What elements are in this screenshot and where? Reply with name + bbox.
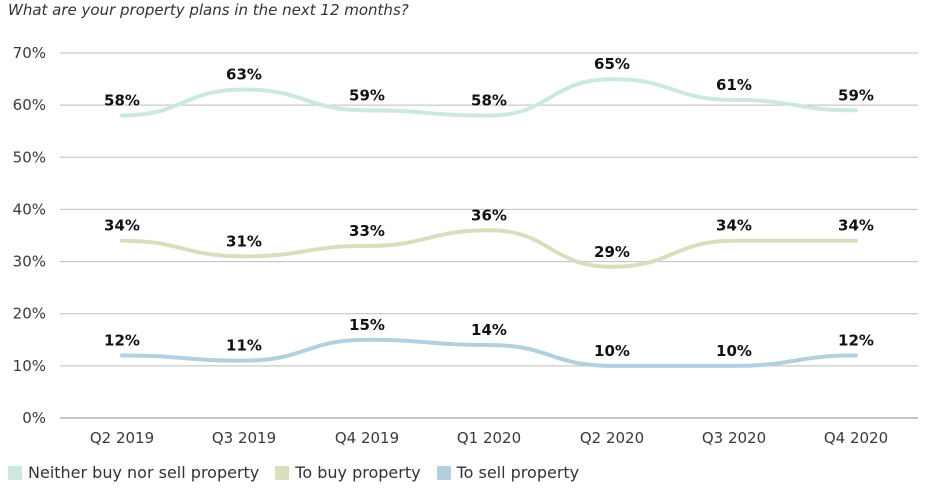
x-tick-label: Q4 2019 <box>335 429 399 447</box>
data-label: 34% <box>104 217 140 235</box>
x-tick-label: Q2 2020 <box>580 429 644 447</box>
x-tick-label: Q1 2020 <box>457 429 521 447</box>
y-tick-label: 0% <box>22 409 46 427</box>
y-tick-label: 70% <box>13 44 46 62</box>
legend-item: To buy property <box>275 463 421 482</box>
data-label: 10% <box>594 342 630 360</box>
legend-item: To sell property <box>436 463 580 482</box>
chart-subtitle: What are your property plans in the next… <box>8 1 409 19</box>
data-label: 34% <box>838 217 874 235</box>
data-label: 15% <box>349 316 385 334</box>
data-label: 11% <box>226 337 262 355</box>
legend-label: To sell property <box>456 463 580 482</box>
data-label: 34% <box>716 217 752 235</box>
y-tick-label: 30% <box>13 253 46 271</box>
series-line <box>120 228 858 269</box>
grid-lines <box>60 52 918 419</box>
line-chart: 0% 10% 20% 30% 40% 50% 60% 70% Q2 2019 Q3 2019 Q4… <box>13 44 918 447</box>
y-tick-label: 50% <box>13 148 46 166</box>
y-tick-label: 20% <box>13 305 46 323</box>
data-label: 36% <box>471 206 507 224</box>
data-label: 58% <box>471 92 507 110</box>
y-tick-label: 60% <box>13 96 46 114</box>
data-label: 65% <box>594 55 630 73</box>
x-axis-ticks: Q2 2019 Q3 2019 Q4 2019 Q1 2020 Q2 2020 Q3 20… <box>90 429 888 447</box>
x-tick-label: Q3 2020 <box>702 429 766 447</box>
series-line <box>120 337 858 368</box>
legend-swatch <box>8 465 22 480</box>
x-tick-label: Q3 2019 <box>212 429 276 447</box>
x-tick-label: Q2 2019 <box>90 429 154 447</box>
data-label: 63% <box>226 66 262 84</box>
x-tick-label: Q4 2020 <box>824 429 888 447</box>
legend: Neither buy nor sell property To buy prop… <box>8 463 595 482</box>
legend-item: Neither buy nor sell property <box>8 463 259 482</box>
data-label: 12% <box>104 331 140 349</box>
data-label: 59% <box>349 86 385 104</box>
series-lines <box>120 77 858 368</box>
y-axis-ticks: 0% 10% 20% 30% 40% 50% 60% 70% <box>13 44 46 427</box>
y-tick-label: 40% <box>13 200 46 218</box>
data-label: 12% <box>838 331 874 349</box>
legend-swatch <box>436 465 451 480</box>
data-label: 14% <box>471 321 507 339</box>
data-label: 58% <box>104 92 140 110</box>
data-label: 61% <box>716 76 752 94</box>
legend-label: To buy property <box>295 463 421 482</box>
y-tick-label: 10% <box>13 357 46 375</box>
data-label: 31% <box>226 232 262 250</box>
data-label: 59% <box>838 86 874 104</box>
data-label: 33% <box>349 222 385 240</box>
series-line <box>120 77 858 118</box>
legend-label: Neither buy nor sell property <box>28 463 260 482</box>
data-labels: 58% 63% 59% 58% 65% 61% 59% 34% 31% 33% 36% 29% 34% 3… <box>104 55 874 360</box>
data-label: 29% <box>594 243 630 261</box>
data-label: 10% <box>716 342 752 360</box>
legend-swatch <box>275 465 290 480</box>
